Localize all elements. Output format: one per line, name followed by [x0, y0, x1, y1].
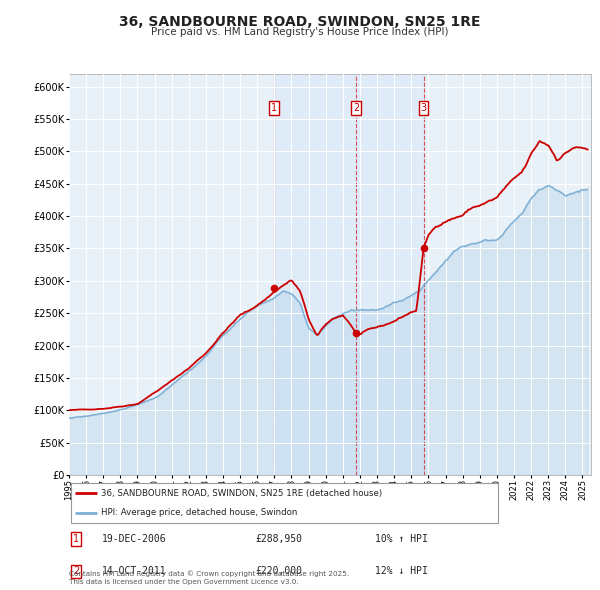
Text: HPI: Average price, detached house, Swindon: HPI: Average price, detached house, Swin…: [101, 508, 298, 517]
Bar: [274, 74, 424, 475]
Text: £288,950: £288,950: [255, 534, 302, 544]
Text: 10% ↑ HPI: 10% ↑ HPI: [375, 534, 428, 544]
Text: 12% ↓ HPI: 12% ↓ HPI: [375, 566, 428, 576]
FancyBboxPatch shape: [71, 483, 498, 523]
Text: 1: 1: [271, 103, 277, 113]
Text: 2: 2: [353, 103, 359, 113]
Text: £220,000: £220,000: [255, 566, 302, 576]
Text: 19-DEC-2006: 19-DEC-2006: [102, 534, 167, 544]
Text: 3: 3: [421, 103, 427, 113]
Text: 36, SANDBOURNE ROAD, SWINDON, SN25 1RE: 36, SANDBOURNE ROAD, SWINDON, SN25 1RE: [119, 15, 481, 29]
Text: Price paid vs. HM Land Registry's House Price Index (HPI): Price paid vs. HM Land Registry's House …: [151, 27, 449, 37]
Text: 2: 2: [73, 566, 79, 576]
Text: 36, SANDBOURNE ROAD, SWINDON, SN25 1RE (detached house): 36, SANDBOURNE ROAD, SWINDON, SN25 1RE (…: [101, 489, 383, 498]
Text: Contains HM Land Registry data © Crown copyright and database right 2025.
This d: Contains HM Land Registry data © Crown c…: [69, 571, 349, 585]
Text: 1: 1: [73, 534, 79, 544]
Text: 14-OCT-2011: 14-OCT-2011: [102, 566, 167, 576]
